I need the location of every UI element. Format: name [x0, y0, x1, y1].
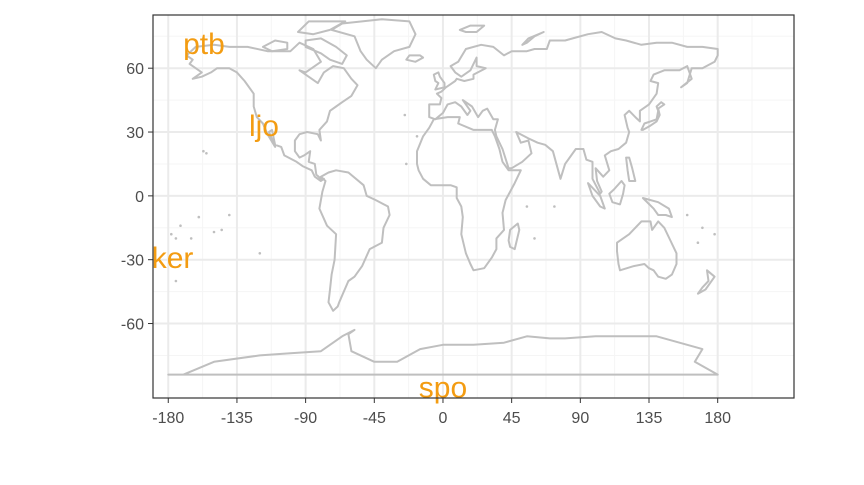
world-map-outline [167, 18, 719, 376]
philippines-outline [625, 156, 637, 182]
x-tick-label: 0 [439, 410, 448, 427]
north-america-outline [185, 41, 359, 182]
baffin-island-outline [304, 37, 348, 65]
island-dot [228, 213, 231, 217]
novaya-zemlya-outline [521, 31, 545, 46]
island-dot [220, 228, 223, 232]
africa-outline [416, 116, 522, 272]
axes: -180 -135 -90 -45 0 45 90 135 180 60 30 0 -30 -60 [121, 14, 795, 427]
island-dot [174, 237, 178, 240]
y-tick-label: 0 [135, 189, 144, 206]
island-dot [174, 279, 178, 283]
island-dot [205, 152, 208, 155]
island-dot [553, 205, 556, 208]
x-tick-label: -180 [152, 410, 184, 427]
new-zealand-outline [696, 269, 716, 295]
island-dot [189, 237, 193, 240]
x-tick-label: 135 [636, 410, 663, 427]
x-tick-label: 180 [704, 410, 731, 427]
victoria-island-outline [261, 39, 289, 53]
island-dot [170, 258, 173, 262]
ellesmere-island-outline [297, 20, 347, 36]
australia-outline [616, 220, 678, 280]
x-tick-label: 45 [503, 410, 521, 427]
sumatra-outline [587, 182, 606, 210]
japan-outline [640, 101, 666, 131]
madagascar-outline [507, 222, 521, 251]
great-britain-outline [432, 71, 446, 91]
station-label-ljo: ljo [249, 110, 279, 143]
y-tick-label: -60 [121, 317, 144, 334]
island-dot [197, 215, 201, 219]
x-tick-label: -90 [294, 410, 317, 427]
island-dot [212, 230, 216, 234]
grid-lines [153, 15, 794, 398]
iceland-outline [405, 54, 425, 63]
borneo-outline [608, 180, 626, 206]
x-tick-label: -45 [363, 410, 386, 427]
plot-panel [153, 15, 794, 398]
island-dot [415, 135, 419, 138]
new-guinea-outline [641, 197, 673, 219]
island-dot [170, 232, 173, 236]
y-tick-label: -30 [121, 253, 144, 270]
x-tick-label: 90 [571, 410, 589, 427]
island-dot [202, 149, 205, 153]
island-dot [533, 237, 536, 240]
svalbard-outline [458, 24, 486, 33]
y-tick-label: 60 [126, 61, 144, 78]
greenland-outline [330, 18, 417, 70]
island-dot [701, 226, 704, 230]
island-dot [405, 162, 408, 166]
island-dot [179, 224, 182, 227]
island-dot [713, 232, 716, 236]
eurasia-outline [428, 31, 719, 195]
island-dot [685, 213, 689, 217]
island-dot [696, 241, 700, 244]
antarctica-outline [167, 328, 719, 376]
south-america-outline [318, 169, 391, 312]
island-dot [403, 113, 407, 117]
panel-border [152, 14, 795, 399]
station-label-ker: ker [152, 242, 194, 275]
station-label-ptb: ptb [183, 28, 225, 61]
island-dot [258, 252, 262, 255]
x-tick-label: -135 [221, 410, 253, 427]
island-dot [525, 205, 529, 208]
y-tick-label: 30 [126, 125, 144, 142]
